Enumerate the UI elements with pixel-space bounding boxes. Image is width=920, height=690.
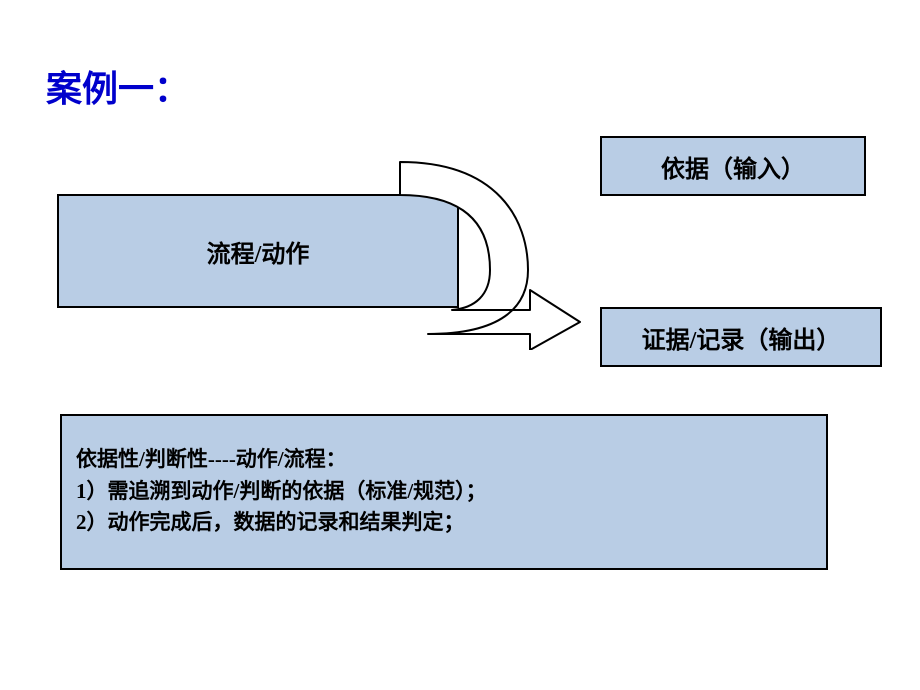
output-box: 证据/记录（输出） xyxy=(600,307,882,367)
description-box: 依据性/判断性----动作/流程： 1）需追溯到动作/判断的依据（标准/规范）；… xyxy=(60,414,828,570)
process-box: 流程/动作 xyxy=(57,194,459,308)
input-box: 依据（输入） xyxy=(600,136,866,196)
description-line-1: 依据性/判断性----动作/流程： xyxy=(76,444,812,476)
description-line-3: 2）动作完成后，数据的记录和结果判定； xyxy=(76,507,812,539)
process-box-label: 流程/动作 xyxy=(207,234,310,269)
description-line-2: 1）需追溯到动作/判断的依据（标准/规范）； xyxy=(76,476,812,508)
output-box-label: 证据/记录（输出） xyxy=(642,320,841,355)
slide-title: 案例一： xyxy=(46,60,190,112)
input-box-label: 依据（输入） xyxy=(661,149,805,184)
